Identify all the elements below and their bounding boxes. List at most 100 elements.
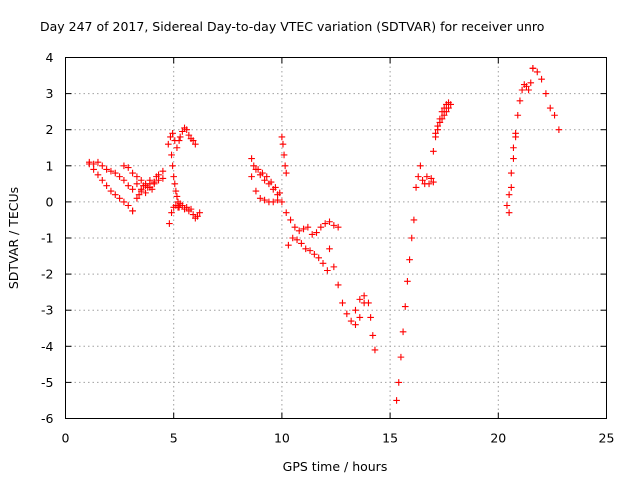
- data-point: [173, 144, 181, 152]
- data-point: [423, 173, 431, 180]
- data-point: [120, 198, 128, 206]
- data-point: [334, 223, 342, 231]
- chart-title: Day 247 of 2017, Sidereal Day-to-day VTE…: [40, 19, 544, 34]
- data-point: [280, 151, 288, 159]
- y-tick-label: 1: [46, 158, 54, 173]
- data-point: [334, 281, 342, 289]
- data-point: [159, 175, 167, 182]
- data-point: [404, 278, 411, 285]
- data-point: [252, 187, 260, 195]
- y-tick-label: 2: [46, 122, 54, 137]
- data-point: [291, 223, 299, 231]
- data-point: [174, 198, 182, 206]
- data-point: [120, 176, 128, 184]
- data-point: [546, 104, 554, 112]
- data-point: [507, 169, 515, 177]
- data-point: [551, 111, 558, 119]
- data-point: [176, 133, 184, 141]
- data-point: [248, 155, 255, 162]
- data-point: [120, 162, 128, 170]
- data-point: [185, 131, 193, 139]
- data-point: [438, 115, 446, 123]
- data-point: [507, 184, 515, 191]
- data-point: [533, 68, 541, 76]
- data-point: [142, 189, 149, 197]
- y-tick-label: -6: [41, 411, 54, 426]
- data-point: [282, 169, 290, 177]
- data-point: [414, 173, 422, 180]
- data-point: [256, 194, 264, 202]
- data-point: [434, 126, 442, 133]
- data-point: [133, 173, 141, 180]
- y-tick-label: 4: [46, 50, 54, 65]
- series-arc-02c: [176, 124, 199, 148]
- data-point: [367, 314, 374, 321]
- data-point: [281, 162, 289, 170]
- data-point: [285, 241, 292, 249]
- data-point: [146, 176, 154, 184]
- data-point: [274, 196, 281, 204]
- series-arc-03c: [250, 162, 284, 197]
- data-point: [295, 227, 303, 235]
- data-point: [90, 166, 97, 173]
- data-point: [170, 173, 177, 180]
- data-point: [287, 216, 294, 224]
- data-point: [279, 140, 287, 148]
- data-point: [267, 178, 275, 186]
- data-point: [371, 346, 379, 354]
- data-point: [94, 171, 102, 179]
- data-point: [261, 196, 268, 204]
- data-point: [168, 209, 175, 217]
- data-point: [321, 220, 329, 227]
- data-point: [538, 75, 545, 83]
- data-point: [365, 299, 372, 307]
- data-point: [352, 321, 359, 328]
- data-point: [447, 101, 454, 108]
- data-point: [289, 234, 297, 242]
- data-point: [144, 184, 152, 191]
- data-point: [319, 259, 327, 267]
- data-point: [313, 229, 320, 236]
- data-point: [393, 397, 400, 404]
- y-tick-label: -3: [41, 303, 53, 318]
- data-point: [503, 202, 511, 209]
- data-point: [169, 130, 176, 137]
- data-point: [173, 193, 181, 200]
- data-point: [412, 184, 420, 191]
- series-arc-03b: [248, 173, 281, 206]
- data-point: [516, 97, 524, 105]
- data-point: [171, 180, 179, 188]
- data-point: [172, 187, 180, 195]
- data-point: [269, 198, 277, 206]
- series-arc-01e: [133, 173, 160, 198]
- series-arc-01b: [86, 160, 136, 215]
- data-point: [189, 211, 197, 218]
- data-point: [129, 207, 136, 215]
- data-point: [116, 194, 123, 202]
- data-point: [183, 126, 190, 133]
- data-point: [189, 137, 197, 144]
- data-point: [282, 209, 290, 217]
- data-point: [443, 108, 450, 115]
- series-arc-01a: [86, 158, 136, 193]
- data-point: [302, 245, 310, 253]
- data-point: [505, 191, 513, 198]
- x-tick-label: 5: [170, 431, 178, 446]
- data-point: [196, 209, 203, 217]
- series-arc-06a: [412, 162, 437, 191]
- data-point: [356, 296, 364, 303]
- data-point: [159, 167, 167, 175]
- data-point: [293, 236, 301, 244]
- y-tick-label: -2: [41, 267, 53, 282]
- data-point: [510, 144, 517, 152]
- data-point: [263, 173, 271, 180]
- data-point: [432, 130, 439, 137]
- data-point: [98, 176, 106, 184]
- series-arc-07b: [529, 65, 563, 133]
- data-point: [311, 250, 318, 258]
- data-point: [445, 104, 452, 112]
- data-point: [542, 90, 550, 97]
- data-point: [261, 176, 268, 184]
- data-point: [512, 133, 519, 141]
